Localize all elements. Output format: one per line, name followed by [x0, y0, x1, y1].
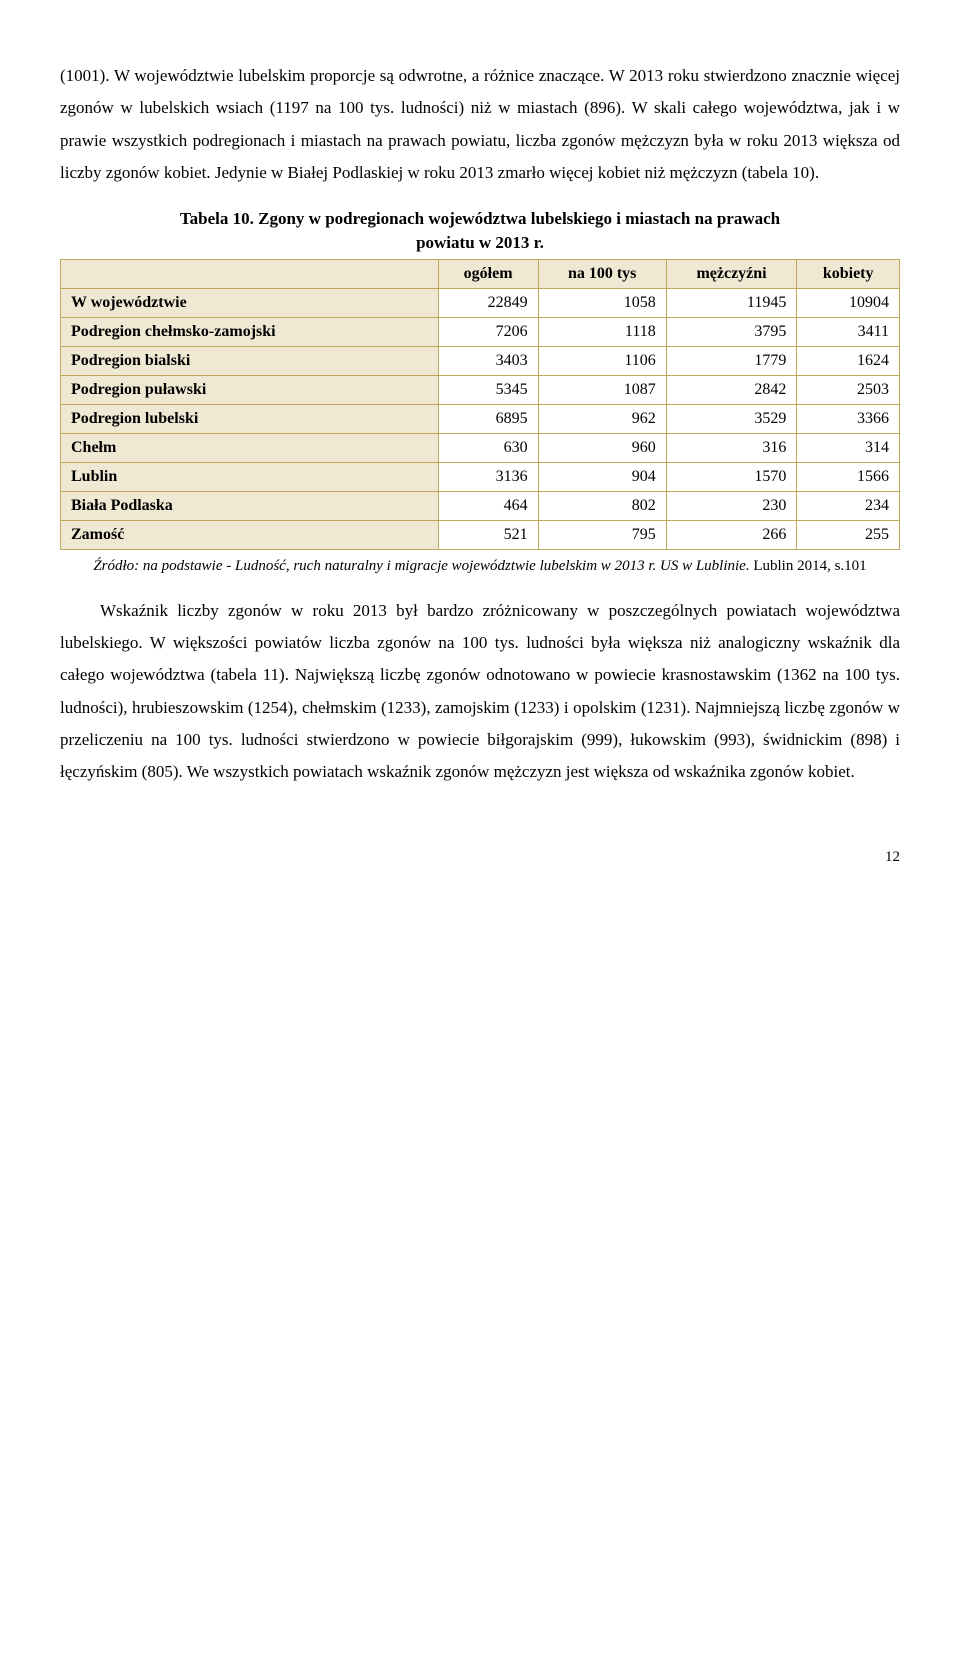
row-label: Podregion puławski [61, 375, 439, 404]
source-italic: Źródło: na podstawie - Ludność, ruch nat… [93, 558, 749, 574]
table-title-l1: Tabela 10. Zgony w podregionach wojewódz… [180, 209, 780, 228]
table-row: Podregion bialski 3403 1106 1779 1624 [61, 346, 900, 375]
cell: 3366 [797, 404, 900, 433]
cell: 316 [666, 433, 797, 462]
row-label: Podregion chełmsko-zamojski [61, 317, 439, 346]
cell: 1779 [666, 346, 797, 375]
cell: 904 [538, 462, 666, 491]
cell: 6895 [438, 404, 538, 433]
table-title: Tabela 10. Zgony w podregionach wojewódz… [60, 207, 900, 255]
source-plain: Lublin 2014, s.101 [750, 558, 867, 574]
cell: 3136 [438, 462, 538, 491]
table-row: Podregion puławski 5345 1087 2842 2503 [61, 375, 900, 404]
page-container: (1001). W województwie lubelskim proporc… [0, 0, 960, 906]
cell: 1566 [797, 462, 900, 491]
cell: 255 [797, 520, 900, 549]
paragraph-1: (1001). W województwie lubelskim proporc… [60, 60, 900, 189]
col-female: kobiety [797, 259, 900, 288]
cell: 3795 [666, 317, 797, 346]
table-row: Lublin 3136 904 1570 1566 [61, 462, 900, 491]
deaths-table: ogółem na 100 tys mężczyźni kobiety W wo… [60, 259, 900, 550]
cell: 7206 [438, 317, 538, 346]
table-row: Podregion lubelski 6895 962 3529 3366 [61, 404, 900, 433]
cell: 2842 [666, 375, 797, 404]
cell: 1570 [666, 462, 797, 491]
cell: 962 [538, 404, 666, 433]
table-title-l2: powiatu w 2013 r. [416, 233, 544, 252]
cell: 1624 [797, 346, 900, 375]
cell: 1106 [538, 346, 666, 375]
row-label: Biała Podlaska [61, 491, 439, 520]
cell: 11945 [666, 288, 797, 317]
row-label: Podregion bialski [61, 346, 439, 375]
cell: 3529 [666, 404, 797, 433]
row-label: Chełm [61, 433, 439, 462]
cell: 1058 [538, 288, 666, 317]
cell: 464 [438, 491, 538, 520]
col-male: mężczyźni [666, 259, 797, 288]
cell: 266 [666, 520, 797, 549]
cell: 1118 [538, 317, 666, 346]
table-row: Chełm 630 960 316 314 [61, 433, 900, 462]
cell: 1087 [538, 375, 666, 404]
paragraph-2: Wskaźnik liczby zgonów w roku 2013 był b… [60, 595, 900, 789]
cell: 10904 [797, 288, 900, 317]
table-row: W województwie 22849 1058 11945 10904 [61, 288, 900, 317]
cell: 5345 [438, 375, 538, 404]
cell: 630 [438, 433, 538, 462]
row-label: Podregion lubelski [61, 404, 439, 433]
cell: 22849 [438, 288, 538, 317]
col-per100k: na 100 tys [538, 259, 666, 288]
table-source: Źródło: na podstawie - Ludność, ruch nat… [60, 556, 900, 577]
table-row: Podregion chełmsko-zamojski 7206 1118 37… [61, 317, 900, 346]
table-header-row: ogółem na 100 tys mężczyźni kobiety [61, 259, 900, 288]
table-row: Biała Podlaska 464 802 230 234 [61, 491, 900, 520]
page-number: 12 [60, 849, 900, 866]
table-row: Zamość 521 795 266 255 [61, 520, 900, 549]
row-label: Zamość [61, 520, 439, 549]
cell: 960 [538, 433, 666, 462]
cell: 234 [797, 491, 900, 520]
col-blank [61, 259, 439, 288]
row-label: W województwie [61, 288, 439, 317]
row-label: Lublin [61, 462, 439, 491]
cell: 3411 [797, 317, 900, 346]
cell: 2503 [797, 375, 900, 404]
cell: 314 [797, 433, 900, 462]
cell: 795 [538, 520, 666, 549]
cell: 230 [666, 491, 797, 520]
cell: 521 [438, 520, 538, 549]
col-total: ogółem [438, 259, 538, 288]
cell: 3403 [438, 346, 538, 375]
cell: 802 [538, 491, 666, 520]
